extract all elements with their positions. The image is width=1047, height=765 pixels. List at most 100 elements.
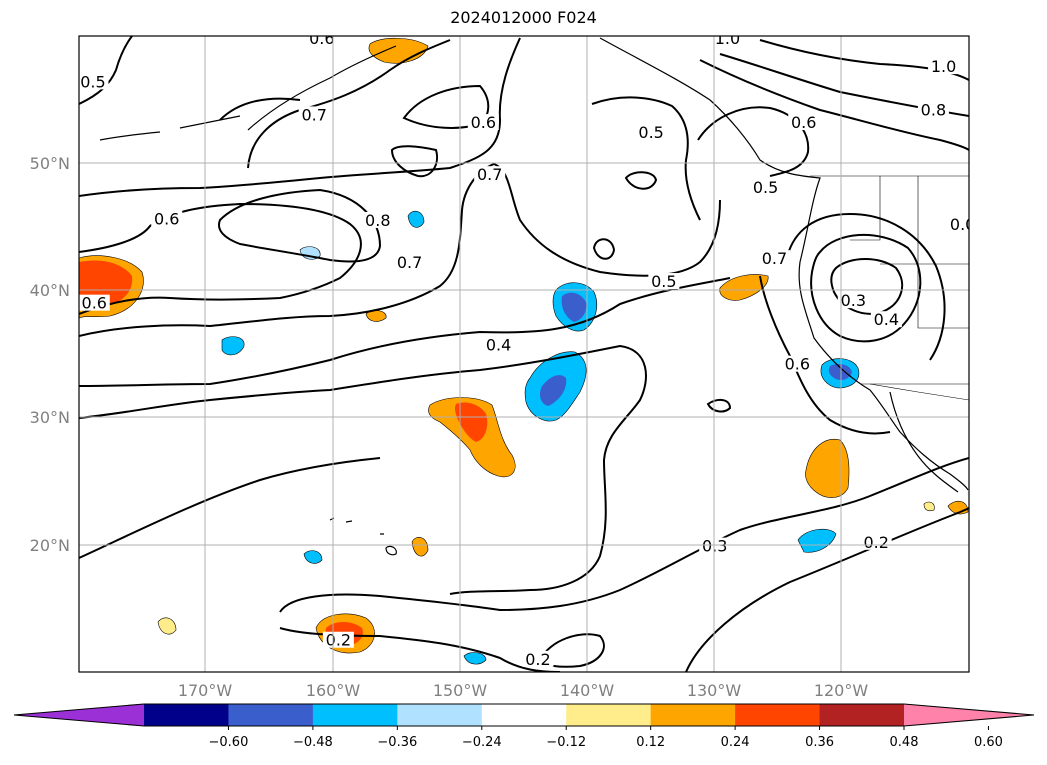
colorbar-tick-label: 0.24	[721, 735, 750, 750]
contour-label-bg	[394, 253, 426, 270]
contour-label: 1.0	[931, 57, 956, 76]
contour-label-bg	[788, 114, 820, 131]
coastlines	[99, 37, 969, 556]
colorbar-tick-label: 0.12	[636, 735, 665, 750]
colorbar-extend-min	[14, 704, 144, 726]
negative-anomaly-north-core	[561, 292, 587, 322]
colorbar-tick-label: 0.60	[974, 735, 1003, 750]
contour-0-6-loop	[402, 84, 490, 129]
baja-peninsula	[889, 391, 959, 493]
contour-label: 0.5	[651, 272, 676, 291]
negative-anomaly-small-3	[407, 210, 425, 228]
colorbar-tick-label: −0.24	[462, 735, 502, 750]
hawaii-islands	[329, 517, 397, 556]
colorbar-segment	[144, 704, 229, 726]
positive-anomaly-small-3	[157, 617, 177, 635]
positive-anomaly-small-2	[411, 537, 429, 557]
longitude-labels: 170°W 160°W 150°W 140°W 130°W 120°W	[178, 681, 869, 700]
contour-0-2-small	[538, 633, 605, 668]
contour-small-loop-2	[592, 238, 616, 260]
contour-label: 0.7	[762, 249, 787, 268]
colorbar-segment	[312, 704, 398, 726]
contour-label-bg	[870, 311, 902, 328]
contour-label: 0.7	[397, 253, 422, 272]
contour-label-bg	[483, 336, 515, 353]
colorbar-segment	[228, 704, 314, 726]
contour-0-5-west	[79, 36, 133, 105]
contour-label-bg	[522, 650, 554, 667]
negative-anomaly-small-5	[797, 528, 837, 553]
positive-anomaly-baja	[805, 438, 850, 498]
contour-label-bg	[635, 124, 667, 141]
contour-0-2-lower	[279, 627, 561, 672]
contour-label-bg	[79, 73, 109, 90]
colorbar	[13, 703, 1035, 727]
contour-0-4-main	[79, 277, 731, 387]
colorbar-tick-label: −0.60	[209, 735, 249, 750]
contour-label-bg	[837, 292, 869, 309]
lat-label-40: 40°N	[30, 281, 70, 300]
contour-label-bg	[758, 250, 790, 267]
contour-label: 0.3	[702, 537, 727, 556]
colorbar-labels: −0.60 −0.48 −0.36 −0.24 −0.12 0.12 0.24 0.36 0.4…	[209, 726, 1003, 750]
contour-label: 1.0	[715, 29, 740, 48]
north-america-coast	[599, 37, 969, 491]
negative-anomaly-small-4	[303, 550, 323, 564]
contour-label: 0.6	[154, 210, 179, 229]
contour-label: 0.4	[874, 310, 899, 329]
contour-label-bg	[474, 166, 506, 183]
contour-0-7-north-loop	[390, 145, 438, 178]
lat-label-30: 30°N	[30, 408, 70, 427]
contour-0-5-coast	[785, 212, 946, 361]
contour-label: 0.6	[82, 294, 107, 313]
plot-background	[79, 36, 969, 672]
contour-small-loop-1	[624, 171, 658, 190]
lon-label-120w: 120°W	[814, 681, 869, 700]
negative-anomaly-small-6	[463, 652, 487, 665]
lon-label-160w: 160°W	[306, 681, 361, 700]
contour-label: 0.4	[486, 336, 511, 355]
contour-label: 0.6	[309, 29, 334, 48]
latitude-labels: 50°N 40°N 30°N 20°N	[30, 154, 70, 555]
colorbar-tick-label: −0.36	[377, 735, 417, 750]
colorbar-tick-label: −0.12	[546, 735, 586, 750]
contour-0-6-east	[699, 59, 969, 151]
contour-label: 0.5	[638, 123, 663, 142]
colorbar-segment	[819, 704, 905, 726]
lon-label-140w: 140°W	[560, 681, 615, 700]
contour-label-bg	[971, 120, 993, 136]
state-border-2	[917, 176, 969, 329]
contour-label-bg	[860, 533, 892, 550]
contour-label-bg	[151, 210, 183, 227]
gridlines	[79, 36, 969, 672]
colorbar-tick-label: −0.48	[293, 735, 333, 750]
contour-0-2-main	[79, 457, 381, 559]
positive-anomaly-small-5	[923, 501, 935, 512]
contour-label-bg	[781, 355, 813, 372]
colorbar-outline	[13, 703, 1035, 727]
contour-label-bg	[699, 537, 731, 554]
contour-label-bg	[322, 631, 354, 648]
lat-label-50: 50°N	[30, 154, 70, 173]
colorbar-segment	[397, 704, 483, 726]
contour-label: 0.	[974, 119, 989, 138]
contour-0-6-north	[79, 37, 521, 197]
contour-label: 0.6	[471, 113, 496, 132]
contour-label-bg	[750, 178, 782, 195]
filled-anomalies	[79, 37, 969, 665]
contour-label: 0.7	[477, 165, 502, 184]
negative-anomaly-central-core	[540, 375, 567, 406]
plot-area: 0.5 0.7 0.6 0.7 0.8 0.6 0.7 0.6 0.4 0.5 0.5 0.6 0.5 0…	[78, 29, 993, 673]
contour-label: 0.2	[863, 533, 888, 552]
contour-0-8-loop	[218, 188, 382, 263]
negative-anomaly-coast-core	[828, 364, 852, 380]
contour-label-bg	[306, 36, 338, 47]
contour-label-bg	[298, 106, 330, 123]
positive-anomaly-central-core	[454, 402, 488, 442]
contour-label-bg	[947, 215, 969, 232]
contour-0-3-lower	[279, 457, 969, 613]
political-borders	[810, 175, 969, 401]
plot-frame	[78, 35, 970, 673]
lat-label-20: 20°N	[30, 536, 70, 555]
contour-label: 0.5	[80, 72, 105, 91]
